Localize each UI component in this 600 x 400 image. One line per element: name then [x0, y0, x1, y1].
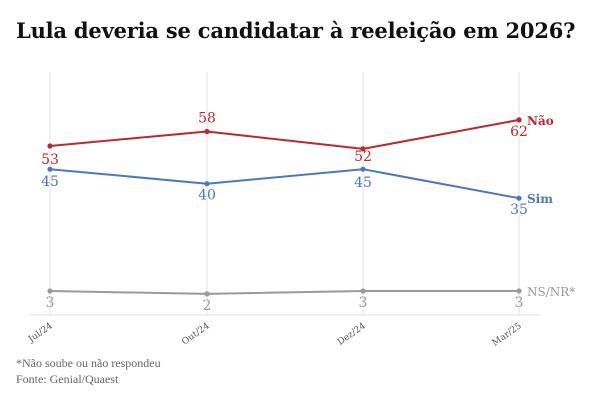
data-label: 45 [41, 174, 59, 190]
x-tick-label: Out/24 [180, 321, 212, 347]
data-point [204, 181, 210, 187]
series-ns-nr-: 3 2 3 3NS/NR* [46, 285, 576, 314]
data-point [516, 288, 522, 294]
data-label: 40 [198, 188, 216, 204]
data-point [47, 288, 53, 294]
chart-title: Lula deveria se candidatar à reeleição e… [16, 18, 576, 43]
data-point [204, 128, 210, 135]
source-note: Fonte: Genial/Quaest [16, 372, 119, 386]
data-label: 62 [510, 124, 528, 140]
x-tick-label: Dez/24 [336, 321, 368, 348]
data-point [204, 291, 210, 297]
data-point [516, 195, 522, 201]
data-label: 3 [46, 295, 55, 311]
series-name-label: Sim [527, 192, 553, 206]
x-tick-label: Jul/24 [26, 321, 55, 345]
footnote-ns-nr: *Não soube ou não respondeu [16, 356, 161, 370]
series-line [49, 168, 520, 200]
x-tick-label: Mar/25 [491, 321, 524, 348]
data-label: 45 [354, 175, 372, 191]
data-label: 3 [359, 295, 368, 311]
grid-lines [30, 72, 540, 316]
data-label: 2 [203, 298, 212, 314]
series-name-label: NS/NR* [527, 285, 575, 299]
data-label: 3 [515, 295, 524, 311]
series-line [49, 118, 520, 150]
data-point [47, 143, 53, 149]
data-label: 35 [510, 202, 528, 218]
data-point [360, 288, 366, 294]
data-label: 52 [354, 149, 372, 165]
data-point [516, 117, 522, 123]
data-label: 58 [198, 111, 216, 127]
data-point [47, 166, 53, 172]
data-point [360, 146, 366, 152]
x-axis-ticks: Jul/24 Out/24 Dez/24 Mar/25 [26, 321, 524, 348]
data-label: 53 [41, 152, 59, 168]
series-name-label: Não [527, 114, 554, 128]
data-point [360, 166, 366, 172]
series-line [49, 290, 519, 295]
